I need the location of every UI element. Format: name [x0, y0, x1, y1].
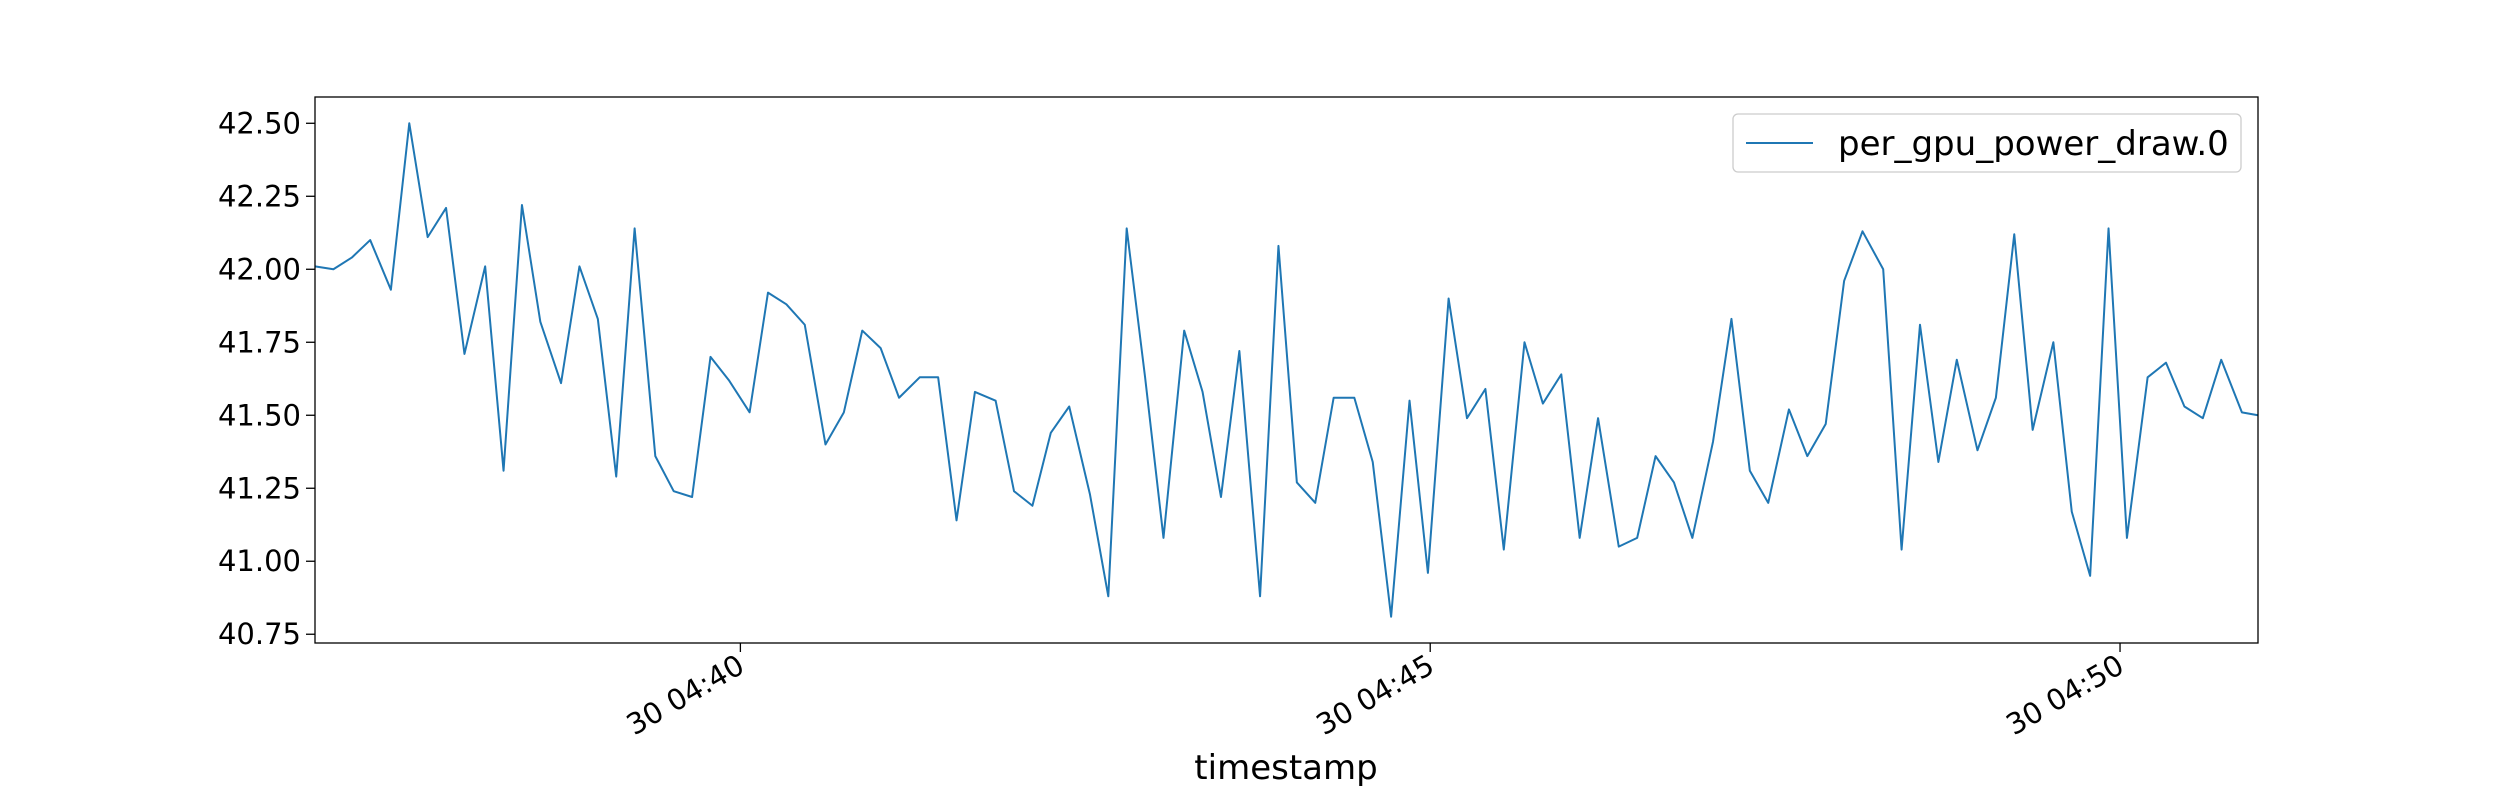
- x-tick-label: 30 04:50: [2000, 648, 2129, 742]
- x-tick-label: 30 04:45: [1310, 648, 1439, 742]
- y-tick-label: 41.50: [218, 398, 301, 432]
- y-tick-label: 42.50: [218, 106, 301, 140]
- x-axis: 30 04:40 30 04:45 30 04:50: [621, 643, 2130, 742]
- y-tick-label: 42.00: [218, 252, 301, 286]
- series-layer: [314, 122, 2259, 618]
- y-tick-label: 41.00: [218, 544, 301, 578]
- x-tick-label: 30 04:40: [621, 648, 750, 742]
- legend: per_gpu_power_draw.0: [1732, 113, 2242, 173]
- y-tick-label: 42.25: [218, 179, 301, 213]
- y-tick-label: 41.75: [218, 325, 301, 359]
- plot-frame: [314, 96, 2259, 644]
- y-axis: 40.75 41.00 41.25 41.50 41.75 42.00 42.25 42.50: [218, 106, 315, 651]
- legend-label: per_gpu_power_draw.0: [1838, 124, 2229, 164]
- plot-background: [315, 97, 2258, 643]
- y-tick-label: 40.75: [218, 617, 301, 651]
- x-axis-label: timestamp: [1194, 748, 1377, 788]
- series-line-0: [314, 122, 2259, 618]
- legend-box: [1732, 113, 2242, 173]
- y-tick-label: 41.25: [218, 471, 301, 505]
